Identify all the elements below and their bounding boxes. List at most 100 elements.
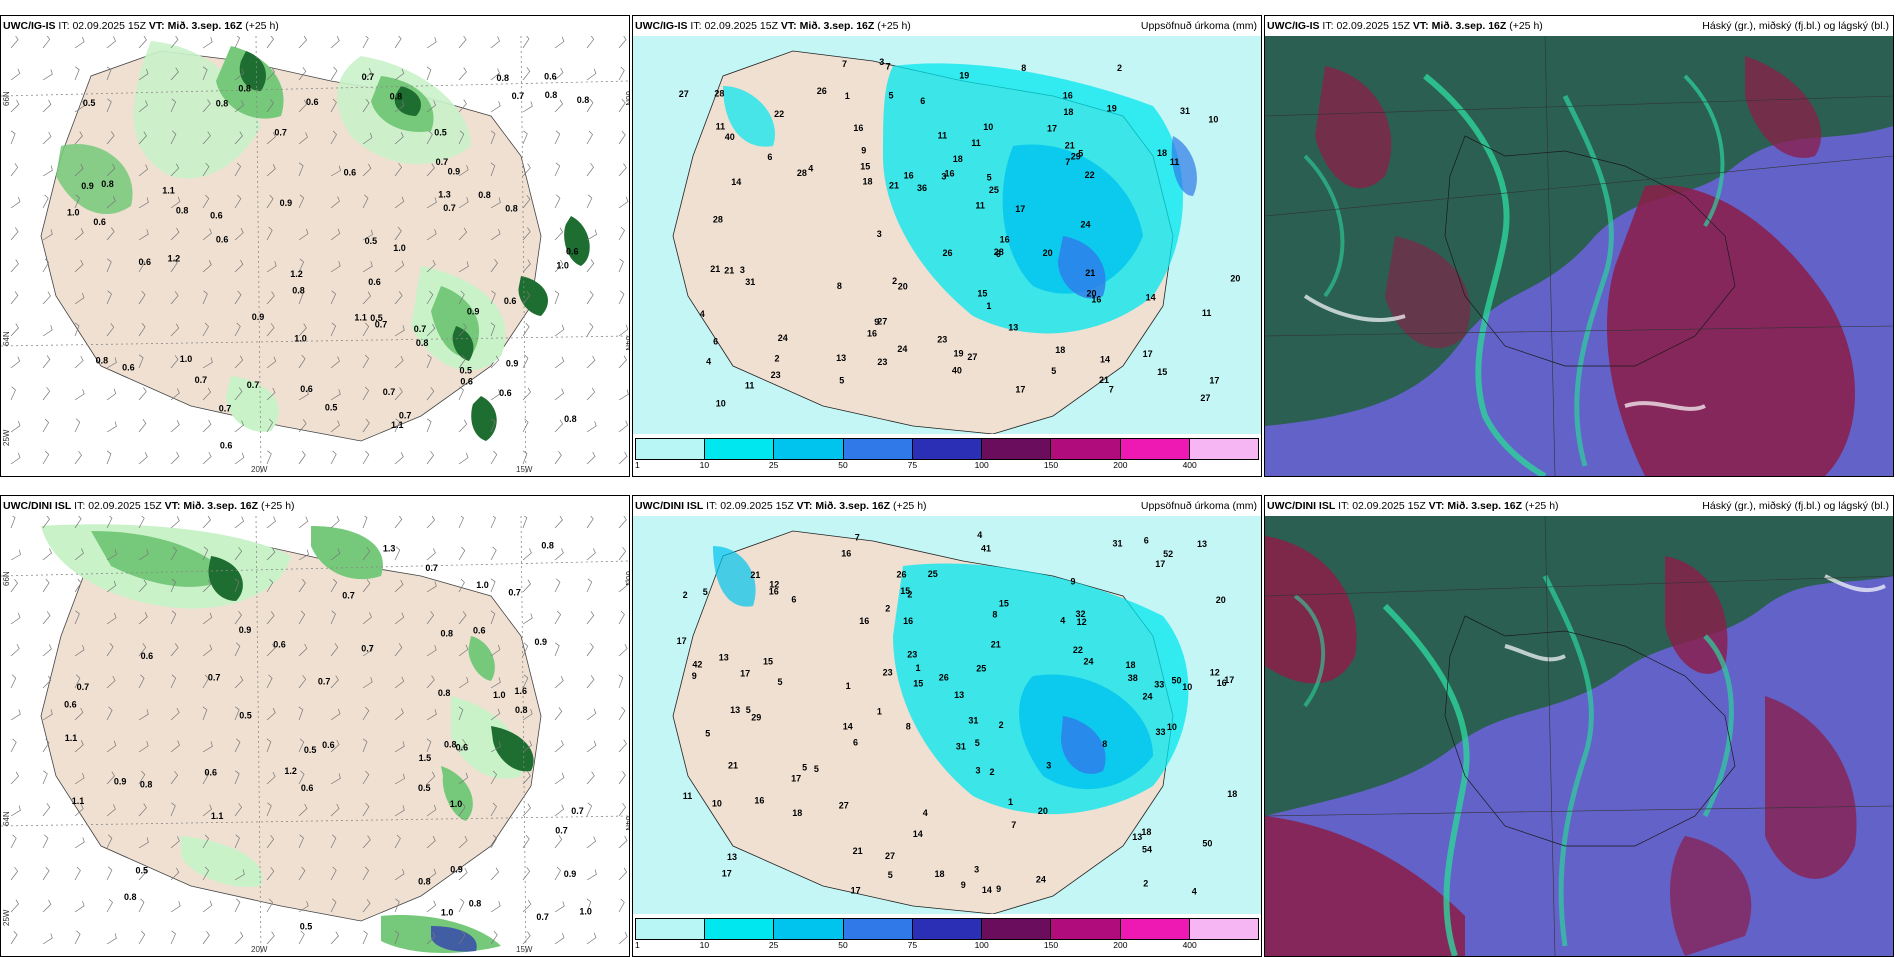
value-label: 0.7 [443,203,456,213]
wind-barb [426,197,437,209]
wind-barb [426,163,435,177]
wind-barb [330,196,340,209]
wind-barb [42,933,53,945]
value-label: 6 [767,152,772,162]
colorbar-swatch [843,919,913,939]
wind-barb [234,803,243,817]
panel-title: UWC/IG-IS IT: 02.09.2025 15Z VT: Mið. 3.… [1267,20,1543,32]
wind-barb [458,738,466,753]
wind-barb [522,354,529,369]
wind-barb [394,546,401,561]
wind-barb [42,548,52,561]
value-label: 31 [745,277,755,287]
value-label: 31 [1180,106,1190,116]
wind-barb [298,258,305,273]
wind-barb [522,642,529,657]
value-label: 15 [913,679,923,689]
wind-barb [42,325,53,337]
wind-barb [394,387,403,401]
wind-barb [298,228,309,241]
wind-barb [10,291,19,305]
value-label: 1.6 [515,686,528,696]
value-label: 6 [791,595,796,605]
wind-barb [362,450,370,465]
wind-barb [362,835,371,849]
wind-barb [394,355,404,369]
wind-barb [266,194,274,209]
wind-barb [330,866,337,881]
wind-barb [266,261,277,273]
value-label: 0.5 [370,313,383,323]
colorbar: 1 10 25 50 75 100 150 200 400 [633,914,1261,956]
value-label: 12 [1077,617,1087,627]
wind-barb [138,803,147,817]
wind-barb [330,290,337,305]
wind-barb [458,290,465,305]
wind-barb [362,322,370,337]
wind-barb [330,228,341,241]
value-label: 0.6 [205,767,218,777]
wind-barb [202,770,209,785]
wind-barb [298,194,305,209]
wind-barb [618,802,626,817]
value-label: 5 [987,172,992,182]
value-label: 21 [853,846,863,856]
wind-barb [202,674,209,689]
wind-barb [522,291,531,305]
wind-barb [330,98,337,113]
wind-barb [330,708,341,721]
value-label: 1.0 [67,208,80,218]
wind-barb [586,130,593,145]
wind-barb [394,196,405,209]
wind-barb [74,101,85,113]
wind-barb [170,67,179,81]
value-label: 17 [1015,384,1025,394]
value-label: 14 [982,885,992,895]
wind-barb [266,611,275,625]
wind-barb [522,67,531,81]
value-label: 1.2 [284,766,297,776]
value-label: 5 [802,763,807,773]
wind-barb [170,98,177,113]
wind-barb [202,930,210,945]
wind-barb [554,835,563,849]
value-label: 18 [1227,789,1237,799]
value-label: 0.8 [292,286,305,296]
wind-barb [330,931,339,945]
wind-barb [106,804,116,817]
wind-barb [394,741,405,753]
value-label: 0.7 [361,643,374,653]
value-label: 16 [1091,295,1101,305]
wind-barb [522,36,530,49]
value-label: 19 [954,349,964,359]
value-label: 13 [1132,832,1142,842]
wind-barb [554,194,561,209]
wind-barb [586,642,594,657]
wind-barb [170,196,181,209]
value-label: 16 [867,329,877,339]
value-label: 17 [1224,675,1234,685]
value-label: 0.5 [365,236,378,246]
wind-barb [234,578,240,593]
value-label: 0.6 [322,740,335,750]
wind-barb [618,835,628,849]
wind-barb [618,324,629,337]
value-label: 0.8 [96,356,109,366]
wind-barb [458,644,469,657]
panel-igis-clouds: UWC/IG-IS IT: 02.09.2025 15Z VT: Mið. 3.… [1264,15,1894,477]
wind-barb [10,549,21,561]
value-label: 15 [977,289,987,299]
wind-barb [330,548,341,561]
value-label: 0.7 [399,411,412,421]
value-label: 17 [791,774,801,784]
wind-barb [170,355,179,369]
wind-barb [490,610,496,625]
wind-barb [490,677,501,689]
wind-barb [522,613,533,625]
wind-barb [106,642,114,657]
axis-label-20w: 20W [251,465,268,474]
wind-barb [362,132,373,145]
value-label: 14 [913,829,923,839]
value-label: 1.0 [476,580,489,590]
wind-barb [426,450,435,465]
